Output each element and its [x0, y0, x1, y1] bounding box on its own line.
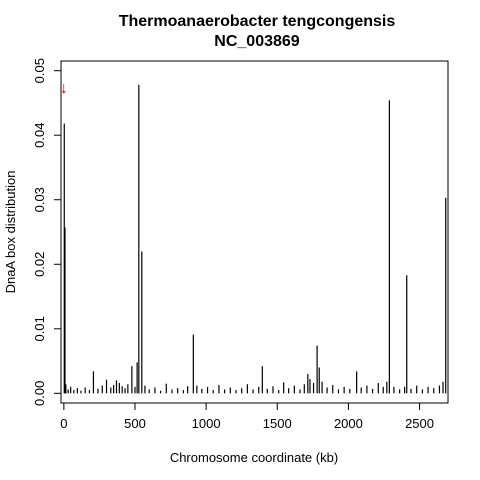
y-tick-label-1: 0.01: [32, 316, 47, 341]
y-tick-label-4: 0.04: [32, 123, 47, 148]
x-tick-label-2: 1000: [192, 416, 221, 431]
x-tick-label-0: 0: [60, 416, 67, 431]
chart-subtitle: NC_003869: [214, 33, 300, 50]
x-axis-label: Chromosome coordinate (kb): [170, 450, 338, 465]
x-axis: 0 500 1000 1500 2000 2500: [60, 402, 434, 431]
bar-series: [63, 84, 447, 394]
y-tick-label-2: 0.02: [32, 252, 47, 277]
y-axis-label: DnaA box distribution: [3, 171, 18, 294]
chart-title: Thermoanaerobacter tengcongensis: [119, 13, 396, 30]
y-axis: 0.00 0.01 0.02 0.03 0.04 0.05: [32, 58, 62, 406]
x-tick-label-3: 1500: [263, 416, 292, 431]
origin-arrow-icon: ↓: [60, 80, 68, 97]
x-tick-label-5: 2500: [405, 416, 434, 431]
x-tick-label-4: 2000: [334, 416, 363, 431]
x-tick-label-1: 500: [124, 416, 146, 431]
y-tick-label-3: 0.03: [32, 187, 47, 212]
y-tick-label-5: 0.05: [32, 58, 47, 83]
y-tick-label-0: 0.00: [32, 381, 47, 406]
